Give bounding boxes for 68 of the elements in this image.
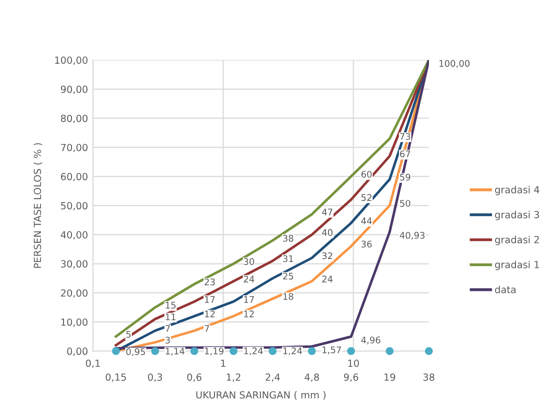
- data-label: 5: [126, 331, 131, 338]
- y-tick-label: 70,00: [61, 144, 88, 152]
- x-tick-label: 10: [348, 360, 359, 367]
- data-label: 52: [361, 194, 372, 201]
- data-label: 23: [204, 278, 215, 286]
- y-tick-label: 100,00: [55, 56, 88, 65]
- legend-label: gradasi 4: [495, 186, 540, 196]
- data-label: 17: [205, 296, 215, 303]
- x-tick-label: 1: [221, 360, 226, 367]
- legend-label: gradasi 2: [495, 236, 539, 246]
- data-label: 24: [244, 276, 254, 282]
- data-label: 4,96: [361, 336, 380, 344]
- data-label: 3: [166, 336, 170, 344]
- data-label: 38: [283, 234, 294, 242]
- data-label: 47: [322, 208, 332, 216]
- y-tick-label: 30,00: [61, 260, 88, 269]
- data-label: 11: [166, 314, 176, 320]
- data-label: 25: [283, 272, 294, 280]
- data-label: 40: [322, 229, 332, 236]
- x-tick-label: 0,1: [86, 360, 100, 368]
- legend-label: gradasi 3: [495, 210, 540, 220]
- data-label: 12: [205, 310, 215, 318]
- y-tick-label: 50,00: [61, 202, 88, 210]
- data-label: 18: [283, 293, 294, 300]
- data-label: 12: [244, 310, 254, 318]
- legend-label: data: [495, 286, 516, 294]
- data-label: 30: [244, 258, 254, 265]
- annotation: 0,6: [187, 373, 202, 382]
- annotation: 0,3: [148, 373, 162, 382]
- y-tick-label: 20,00: [61, 289, 88, 298]
- x-axis-title: UKURAN SARINGAN ( mm ): [196, 391, 326, 400]
- data-label: 40,93: [400, 232, 424, 240]
- data-label: 50: [400, 200, 410, 207]
- y-tick-label: 90,00: [60, 86, 88, 94]
- data-label: 60: [361, 170, 372, 178]
- data-label: 1,19: [205, 348, 224, 356]
- y-tick-label: 40,00: [60, 231, 88, 240]
- data-label: 15: [166, 302, 176, 309]
- data-label: 31: [283, 255, 294, 262]
- annotation: 38: [423, 373, 434, 381]
- data-label: 7: [204, 325, 209, 332]
- data-label: 44: [361, 218, 372, 224]
- legend-label: gradasi 1: [495, 260, 539, 270]
- data-label: 7: [166, 325, 170, 332]
- y-tick-label: 10,00: [61, 318, 88, 327]
- y-tick-label: 60,00: [60, 172, 88, 182]
- data-label: 1,24: [283, 347, 302, 356]
- annotation: 2,4: [266, 373, 280, 382]
- annotation: 1,2: [226, 373, 240, 382]
- data-label: 17: [244, 296, 254, 303]
- annotation: 4,8: [304, 373, 319, 382]
- annotation: 19: [384, 373, 396, 381]
- y-tick-label: 80,00: [60, 114, 88, 124]
- annotation: 9,6: [344, 373, 358, 382]
- data-label: 36: [361, 240, 372, 248]
- data-label: 59: [400, 174, 410, 181]
- data-label: 1,14: [166, 348, 184, 356]
- data-label: 32: [322, 252, 332, 260]
- data-label: 24: [322, 276, 333, 282]
- y-tick-label: 0,00: [67, 348, 88, 356]
- data-label: 1,24: [244, 347, 263, 356]
- data-label: 73: [400, 133, 410, 140]
- data-label: 100,00: [440, 60, 470, 68]
- data-label: 1,57: [322, 346, 341, 354]
- y-axis-title: PERSEN TASE LOLOS ( % ): [34, 143, 42, 268]
- annotation: 0,15: [106, 373, 126, 382]
- data-label: 0,95: [126, 348, 145, 356]
- data-label: 67: [400, 150, 410, 158]
